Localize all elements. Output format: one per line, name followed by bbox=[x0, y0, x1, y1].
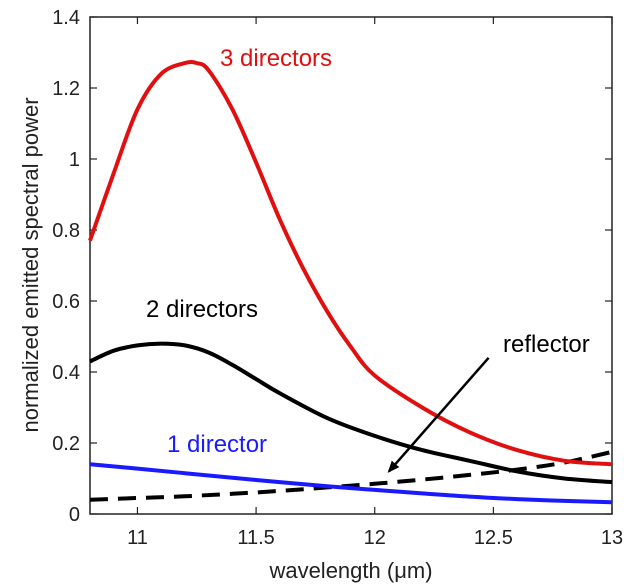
y-tick-label: 0.4 bbox=[52, 362, 80, 384]
annotations: 3 directors 2 directors 1 director reflecto… bbox=[146, 45, 590, 473]
series-layer bbox=[88, 60, 613, 505]
plot-area bbox=[89, 16, 613, 515]
series-line-reflector bbox=[89, 449, 613, 502]
x-tick-label: 11.5 bbox=[237, 527, 274, 549]
x-tick-label: 12.5 bbox=[474, 527, 513, 549]
y-tick-label: 0 bbox=[69, 504, 80, 526]
series-line-2-directors bbox=[89, 341, 613, 485]
x-tick-label: 11 bbox=[127, 527, 148, 549]
annotation-2-directors: 2 directors bbox=[146, 296, 258, 323]
y-tick-label: 0.2 bbox=[52, 433, 80, 455]
y-tick-label: 1.2 bbox=[52, 78, 80, 100]
annotation-1-director: 1 director bbox=[167, 431, 267, 458]
y-tick-label: 0.6 bbox=[52, 291, 80, 313]
x-tick-label: 13 bbox=[601, 527, 623, 549]
x-axis-label: wavelength (μm) bbox=[268, 558, 432, 583]
y-tick-label: 0.8 bbox=[52, 220, 80, 242]
reflector-arrow bbox=[387, 356, 490, 473]
series-line-3-directors bbox=[88, 60, 613, 467]
y-tick-label: 1 bbox=[69, 149, 80, 171]
y-axis: 0 0.2 0.4 0.6 0.8 1 1.2 1.4 bbox=[52, 7, 612, 526]
y-axis-label: normalized emitted spectral power bbox=[18, 97, 43, 432]
x-axis: 11 11.5 12 12.5 13 bbox=[127, 17, 623, 549]
y-tick-label: 1.4 bbox=[52, 7, 80, 29]
x-tick-label: 12 bbox=[364, 527, 386, 549]
annotation-3-directors: 3 directors bbox=[220, 45, 332, 72]
series-line-1-director bbox=[89, 462, 613, 505]
annotation-reflector: reflector bbox=[503, 331, 590, 358]
